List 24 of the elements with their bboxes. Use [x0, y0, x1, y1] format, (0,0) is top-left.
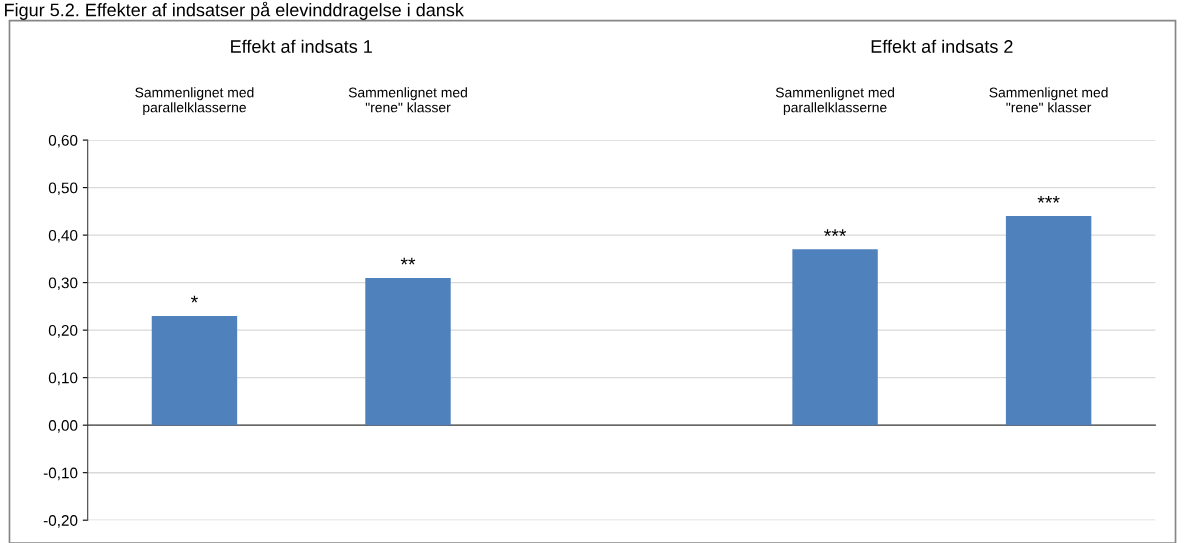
chart-title: Figur 5.2. Effekter af indsatser på elevinddragelse i dansk: [5, 1, 464, 20]
bar: [365, 277, 451, 426]
text: Effekt af indsats 2: [871, 39, 1013, 53]
y-tick-label: 0,00: [48, 420, 78, 433]
y-tick-label: 0,30: [48, 277, 78, 291]
bar: [1005, 216, 1092, 426]
bar: [792, 249, 878, 426]
data-label: ***: [1037, 195, 1060, 203]
data-label: **: [400, 257, 416, 265]
x-tick-label: Sammenlignet med parallelklasserne: [135, 87, 254, 116]
data-label: *: [190, 295, 198, 303]
x-tick-label: Sammenlignet med "rene" klasser: [989, 87, 1108, 113]
text: Effekt af indsats 1: [231, 39, 372, 53]
y-tick-label: 0,50: [48, 182, 78, 196]
y-tick-label: 0,60: [48, 134, 78, 148]
y-tick-label: 0,40: [48, 229, 78, 243]
y-tick-label: 0,20: [48, 325, 78, 338]
x-tick-label: Sammenlignet med "rene" klasser: [348, 87, 467, 113]
data-label: ***: [824, 229, 847, 237]
x-tick-label: Sammenlignet med parallelklasserne: [775, 87, 895, 116]
y-tick-label: -0,20: [43, 515, 78, 528]
bar: [151, 315, 238, 426]
y-tick-label: -0,10: [43, 467, 78, 481]
y-tick-label: 0,10: [48, 372, 78, 386]
